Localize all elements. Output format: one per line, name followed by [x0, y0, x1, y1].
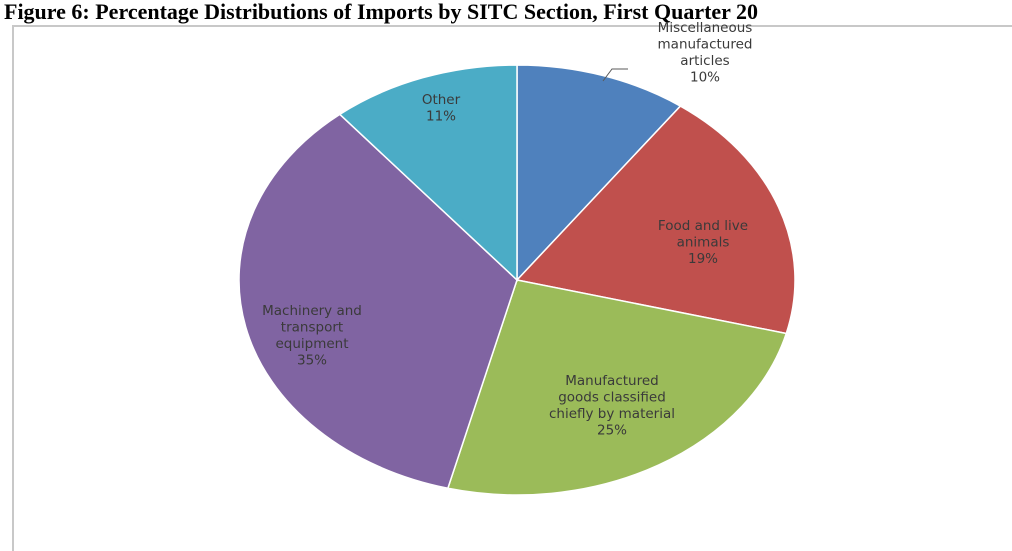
chart-frame [12, 25, 1012, 551]
pie-slice-misc [516, 64, 682, 282]
pie-slices [238, 64, 796, 496]
slice-label-machinery: Machinery and transport equipment 35% [262, 303, 362, 369]
pie-slice-food [515, 105, 796, 335]
slice-label-other: Other 11% [422, 92, 461, 125]
slice-label-manufactured: Manufactured goods classified chiefly by m… [549, 373, 675, 439]
misc-leader-line [602, 68, 628, 82]
figure-title: Figure 6: Percentage Distributions of Im… [4, 0, 759, 24]
slice-label-food: Food and live animals 19% [658, 218, 748, 267]
pie-labels: Miscellaneous manufactured articles 10% Food… [262, 20, 752, 439]
pie-slice-machinery [238, 113, 518, 490]
pie-slice-other [338, 64, 518, 282]
slice-label-misc: Miscellaneous manufactured articles 10% [658, 20, 753, 86]
pie-slice-manufactured [446, 279, 788, 496]
